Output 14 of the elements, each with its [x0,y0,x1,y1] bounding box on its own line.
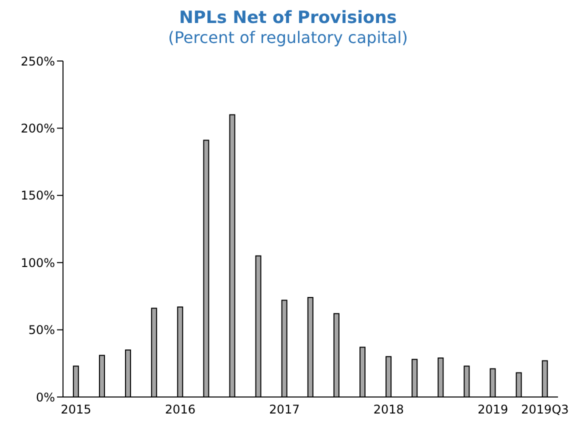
x-tick-label: 2019Q3 [521,402,569,417]
chart-title: NPLs Net of Provisions [178,8,398,28]
x-tick-label: 2016 [164,402,196,417]
y-tick-label: 100% [20,256,55,270]
y-tick-label: 50% [28,323,55,338]
x-tick-label: 2017 [269,402,300,417]
y-tick-label: 250% [20,54,55,68]
x-tick-label: 2015 [60,402,92,417]
y-tick-label: 0% [36,390,55,404]
y-tick-label: 200% [20,121,55,136]
x-tick-label: 2018 [373,402,404,417]
x-tick-label: 2019 [478,402,508,417]
y-tick-label: 150% [20,188,55,203]
chart-subtitle: (Percent of regulatory capital) [167,28,409,47]
